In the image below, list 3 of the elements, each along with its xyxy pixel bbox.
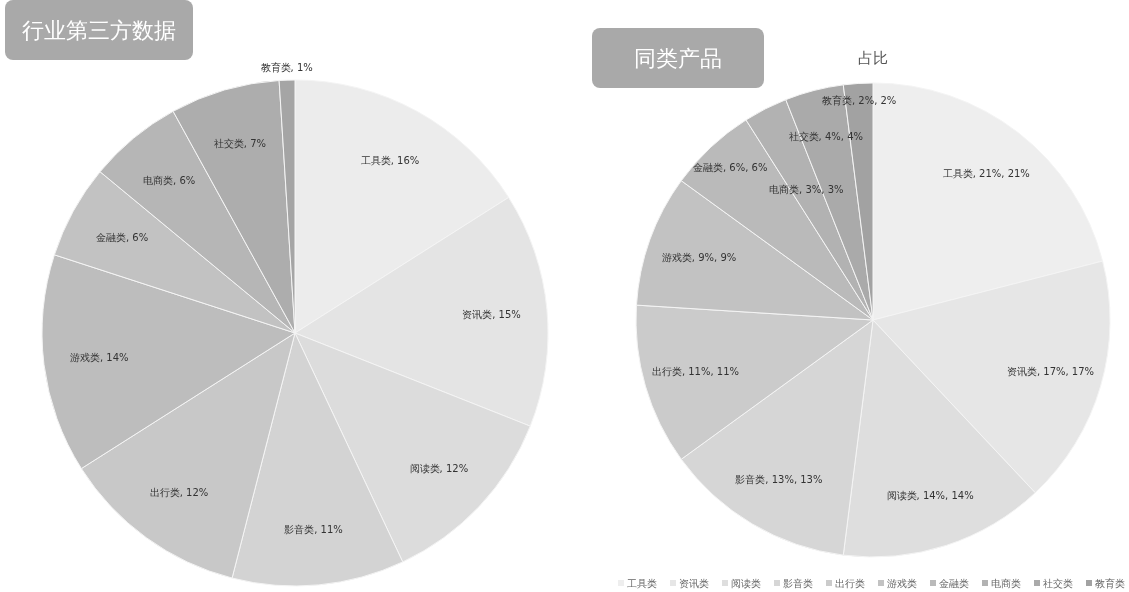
subtitle: 占比 xyxy=(858,49,888,67)
title: 同类产品 xyxy=(634,45,722,71)
title: 行业第三方数据 xyxy=(22,17,176,43)
